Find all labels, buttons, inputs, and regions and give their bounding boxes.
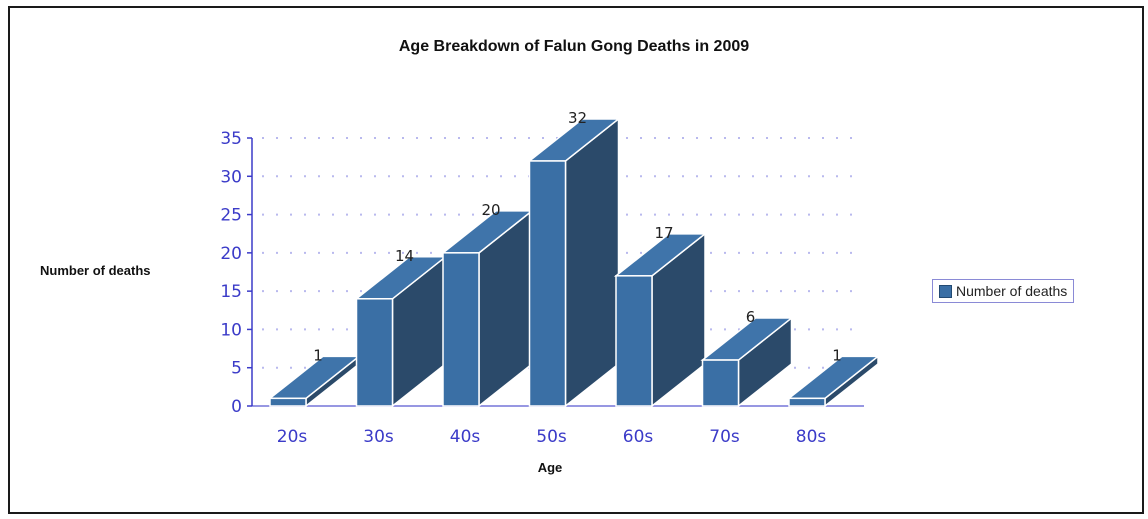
x-tick-label: 30s xyxy=(363,427,394,447)
bar-front-face xyxy=(701,359,740,407)
data-label: 1 xyxy=(832,346,842,364)
bar xyxy=(786,354,881,408)
x-tick-label: 50s xyxy=(536,427,567,447)
data-label: 1 xyxy=(313,346,323,364)
y-tick-label: 5 xyxy=(231,359,242,379)
data-label: 32 xyxy=(568,109,587,127)
bar-side-face xyxy=(564,117,620,408)
y-tick-label: 30 xyxy=(220,167,242,187)
x-tick-label: 40s xyxy=(450,427,481,447)
x-tick-label: 80s xyxy=(796,427,827,447)
bar xyxy=(527,117,621,408)
chart-title: Age Breakdown of Falun Gong Deaths in 20… xyxy=(398,38,750,55)
bar-front-face xyxy=(269,397,307,407)
legend-label: Number of deaths xyxy=(956,283,1068,299)
bar-front-face xyxy=(528,160,567,407)
legend-swatch xyxy=(939,284,952,298)
data-label: 14 xyxy=(395,247,414,265)
y-tick-label: 10 xyxy=(220,320,242,340)
data-label: 20 xyxy=(481,201,500,219)
bar-front-face xyxy=(442,252,480,407)
y-tick-label: 20 xyxy=(220,244,242,264)
bar xyxy=(613,232,708,408)
bar-front-face xyxy=(355,298,394,407)
bar xyxy=(700,316,794,408)
bar xyxy=(440,209,535,408)
x-tick-label: 20s xyxy=(277,427,308,447)
x-tick-label: 70s xyxy=(709,427,740,447)
bar-front-face xyxy=(615,275,653,407)
data-label: 6 xyxy=(746,308,756,326)
x-tick-label: 60s xyxy=(623,427,654,447)
data-label: 17 xyxy=(654,224,673,242)
y-tick-label: 35 xyxy=(220,129,242,149)
y-tick-label: 25 xyxy=(220,206,242,226)
y-tick-label: 15 xyxy=(220,282,242,302)
x-axis-label: Age xyxy=(537,460,563,475)
legend: Number of deaths xyxy=(932,279,1075,303)
y-axis-label: Number of deaths xyxy=(40,263,151,278)
bar xyxy=(354,255,448,408)
bar-front-face xyxy=(788,397,826,407)
y-tick-label: 0 xyxy=(231,397,242,417)
